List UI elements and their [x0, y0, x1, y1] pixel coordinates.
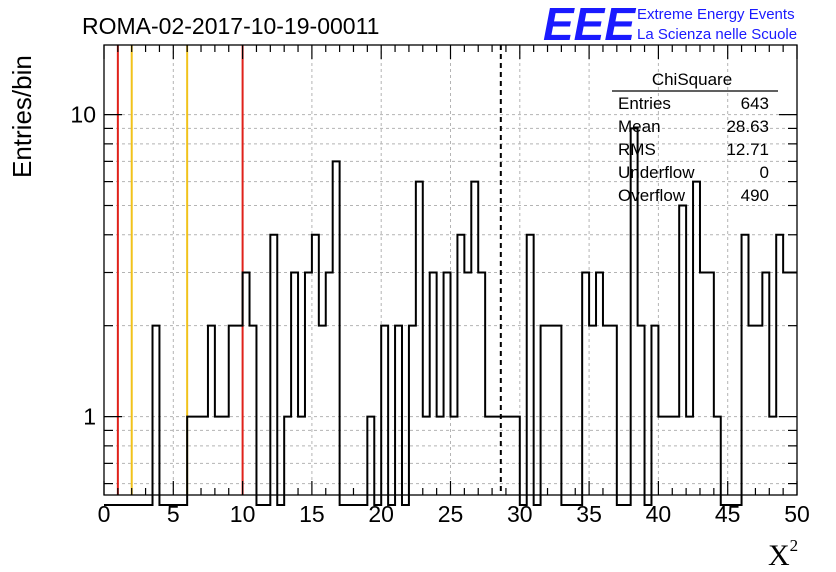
histogram	[104, 127, 797, 506]
stats-value: 12.71	[726, 140, 769, 159]
chart-title: ROMA-02-2017-10-19-00011	[82, 13, 379, 39]
stats-rows: Entries 643 Mean 28.63 RMS 12.71 Underflow 0 Ove…	[618, 94, 769, 205]
x-tick-labels: 0 5 10 15 20 25 30 35 40 45 50	[98, 501, 810, 527]
x-axis-label-sup: 2	[790, 536, 799, 555]
x-tick-label: 10	[230, 501, 256, 527]
x-tick-label: 40	[646, 501, 672, 527]
stats-label: Entries	[618, 94, 671, 113]
stats-value: 0	[760, 163, 769, 182]
x-tick-label: 50	[784, 501, 810, 527]
x-tick-label: 35	[576, 501, 602, 527]
x-tick-label: 5	[167, 501, 180, 527]
stats-label: Overflow	[618, 186, 686, 205]
logo-line-1: Extreme Energy Events	[637, 6, 795, 23]
eee-logo: EEE Extreme Energy Events La Scienza nel…	[543, 0, 797, 50]
x-axis-label: X2	[768, 536, 798, 572]
stats-value: 28.63	[726, 117, 769, 136]
eee-logo-mark: EEE	[543, 0, 636, 50]
y-tick-labels: 1 10	[70, 102, 96, 430]
x-tick-label: 15	[299, 501, 325, 527]
stats-box: ChiSquare Entries 643 Mean 28.63 RMS 12.71 Und…	[612, 70, 778, 205]
stats-title: ChiSquare	[652, 70, 732, 89]
x-tick-label: 20	[368, 501, 394, 527]
x-tick-label: 25	[438, 501, 464, 527]
stats-label: Underflow	[618, 163, 695, 182]
x-axis-label-main: X	[768, 539, 790, 572]
stats-value: 490	[741, 186, 769, 205]
y-tick-label: 10	[70, 102, 96, 128]
stats-value: 643	[741, 94, 769, 113]
grid-lines	[104, 45, 797, 495]
histogram-outline	[104, 127, 797, 506]
x-tick-label: 30	[507, 501, 533, 527]
stats-label: Mean	[618, 117, 661, 136]
logo-line-2: La Scienza nelle Scuole	[637, 26, 797, 43]
y-axis-label: Entries/bin	[7, 55, 37, 178]
stats-label: RMS	[618, 140, 656, 159]
x-tick-label: 45	[715, 501, 741, 527]
reference-lines	[116, 45, 502, 495]
y-tick-label: 1	[83, 404, 96, 430]
axis-ticks	[103, 45, 798, 495]
x-tick-label: 0	[98, 501, 111, 527]
